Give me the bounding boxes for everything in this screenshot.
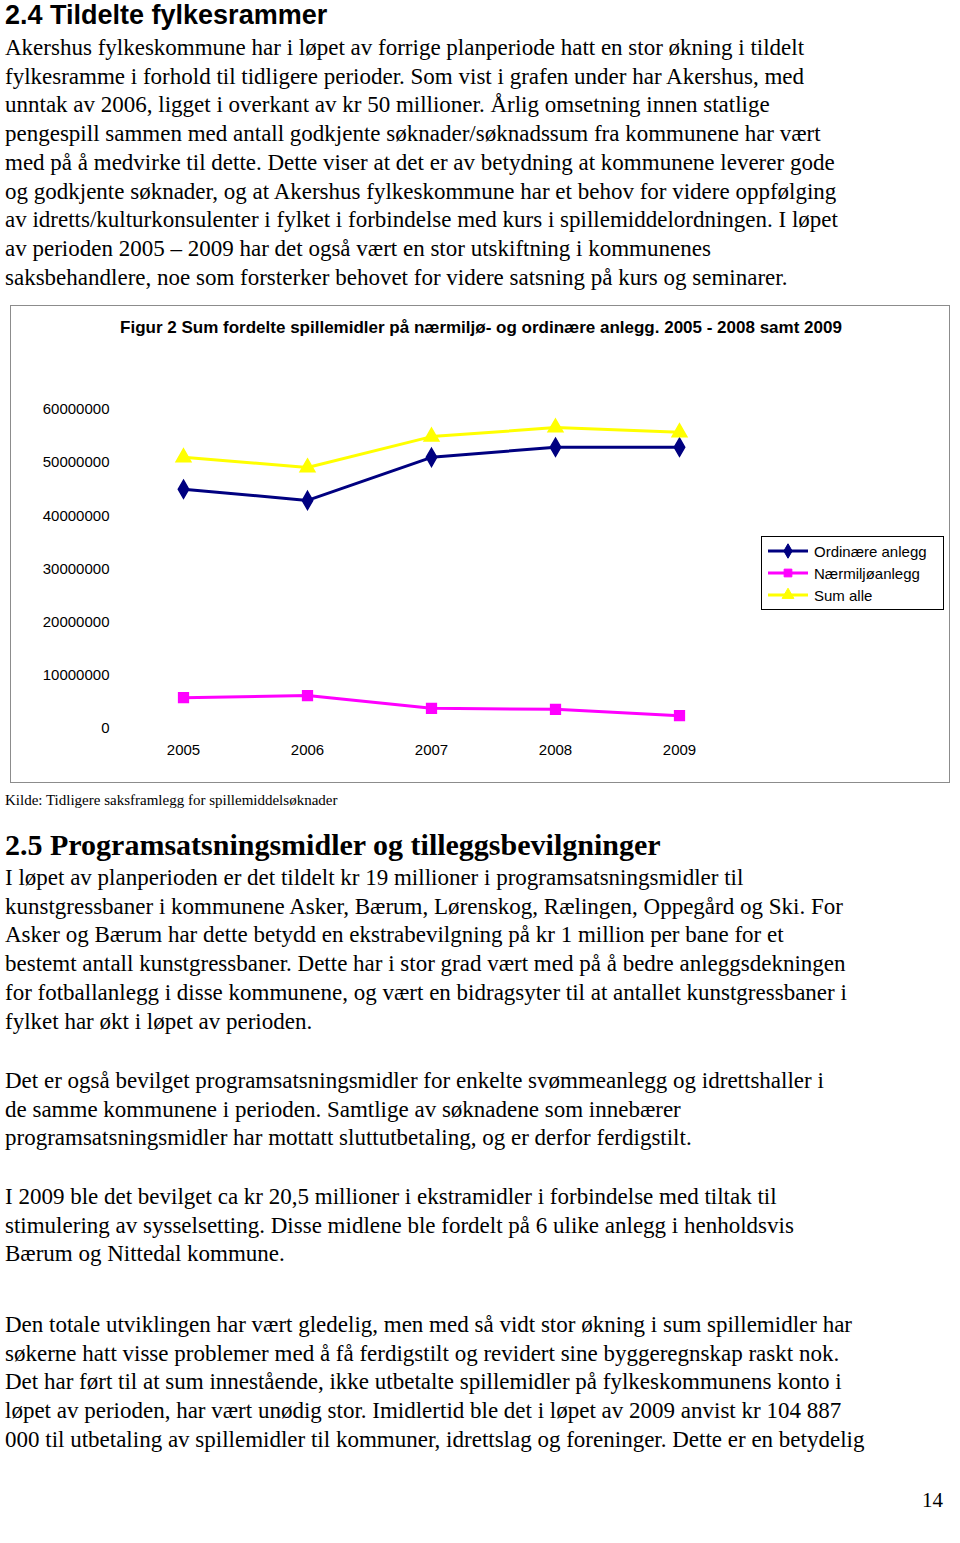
svg-text:40000000: 40000000 <box>43 507 110 524</box>
html-text:de samme kommunene i perioden.: de samme kommunene i perioden. Samtlige … <box>5 1096 681 1122</box>
svg-text:20000000: 20000000 <box>43 613 110 630</box>
svg-text:50000000: 50000000 <box>43 453 110 470</box>
html-text:fylkesramme i forhold til tidl: fylkesramme i forhold til tidligere peri… <box>5 63 805 89</box>
html-text:fylket har økt i løpet av peri: fylket har økt i løpet av perioden. <box>5 1008 313 1034</box>
html-text:av perioden 2005 – 2009 har de: av perioden 2005 – 2009 har det også vær… <box>5 235 711 261</box>
html-text:Det har ført til at sum innest: Det har ført til at sum innestående, ikk… <box>5 1369 842 1395</box>
html-text:saksbehandlere, noe som forste: saksbehandlere, noe som forsterker behov… <box>5 264 788 290</box>
html-text:kunstgressbaner i kommunene As: kunstgressbaner i kommunene Asker, Bærum… <box>5 893 843 919</box>
svg-text:10000000: 10000000 <box>43 666 110 683</box>
svg-text:2007: 2007 <box>415 741 448 758</box>
svg-text:60000000: 60000000 <box>43 400 110 417</box>
html-text:2.5 Programsatsningsmidler og: 2.5 Programsatsningsmidler og tilleggsbe… <box>5 828 661 861</box>
html-text:000 til utbetaling av spillemi: 000 til utbetaling av spillemidler til k… <box>5 1426 865 1452</box>
html-text:I 2009 ble det bevilget ca kr: I 2009 ble det bevilget ca kr 20,5 milli… <box>5 1184 777 1209</box>
html-text:Sum alle: Sum alle <box>814 586 873 604</box>
html-text:Den totale utviklingen har vær: Den totale utviklingen har vært gledelig… <box>5 1312 852 1337</box>
html-text:for fotballanlegg i disse komm: for fotballanlegg i disse kommunene, og … <box>5 979 847 1005</box>
html-text:søkerne hatt visse problemer m: søkerne hatt visse problemer med å få fe… <box>5 1340 840 1366</box>
html-text:løpet av perioden, har vært un: løpet av perioden, har vært unødig stor.… <box>5 1398 842 1424</box>
html-text:pengespill sammen med antall g: pengespill sammen med antall godkjente s… <box>5 121 821 147</box>
html-text:14: 14 <box>922 1488 943 1512</box>
svg-text:2006: 2006 <box>291 741 324 758</box>
html-text:Det er også bevilget programsa: Det er også bevilget programsatsningsmid… <box>5 1068 824 1093</box>
html-text:2.4 Tildelte fylkesrammer: 2.4 Tildelte fylkesrammer <box>5 0 328 30</box>
html-text:Ordinære anlegg: Ordinære anlegg <box>814 542 927 560</box>
html-text:stimulering av sysselsetting.: stimulering av sysselsetting. Disse midl… <box>5 1212 794 1238</box>
html-text:Akershus fylkeskommune har i l: Akershus fylkeskommune har i løpet av fo… <box>5 35 805 60</box>
html-text:Asker og Bærum har dette betyd: Asker og Bærum har dette betydd en ekstr… <box>5 922 784 948</box>
html-text:av idretts/kulturkonsulenter i: av idretts/kulturkonsulenter i fylket i … <box>5 207 838 233</box>
html-text:Bærum og Nittedal kommune.: Bærum og Nittedal kommune. <box>5 1241 285 1267</box>
svg-text:2008: 2008 <box>539 741 572 758</box>
html-text:Nærmiljøanlegg: Nærmiljøanlegg <box>814 564 920 582</box>
html-text:Kilde: Tidligere saksframlegg: Kilde: Tidligere saksframlegg for spille… <box>5 792 338 808</box>
html-text:Figur 2 Sum fordelte spillemid: Figur 2 Sum fordelte spillemidler på nær… <box>120 318 842 337</box>
svg-text:2009: 2009 <box>663 741 696 758</box>
html-text:med på å medvirke til dette. D: med på å medvirke til dette. Dette viser… <box>5 149 835 175</box>
svg-text:30000000: 30000000 <box>43 560 110 577</box>
svg-text:0: 0 <box>101 719 109 736</box>
html-text:bestemt antall kunstgressbaner: bestemt antall kunstgressbaner. Dette ha… <box>5 951 846 977</box>
html-text:I løpet av planperioden er det: I løpet av planperioden er det tildelt k… <box>5 865 744 890</box>
svg-text:2005: 2005 <box>167 741 200 758</box>
html-text:og godkjente søknader, og at A: og godkjente søknader, og at Akershus fy… <box>5 178 837 204</box>
html-text:unntak av 2006, ligget i overk: unntak av 2006, ligget i overkant av kr … <box>5 92 770 118</box>
html-text:programsatsningsmidler har mot: programsatsningsmidler har mottatt slutt… <box>5 1125 692 1151</box>
